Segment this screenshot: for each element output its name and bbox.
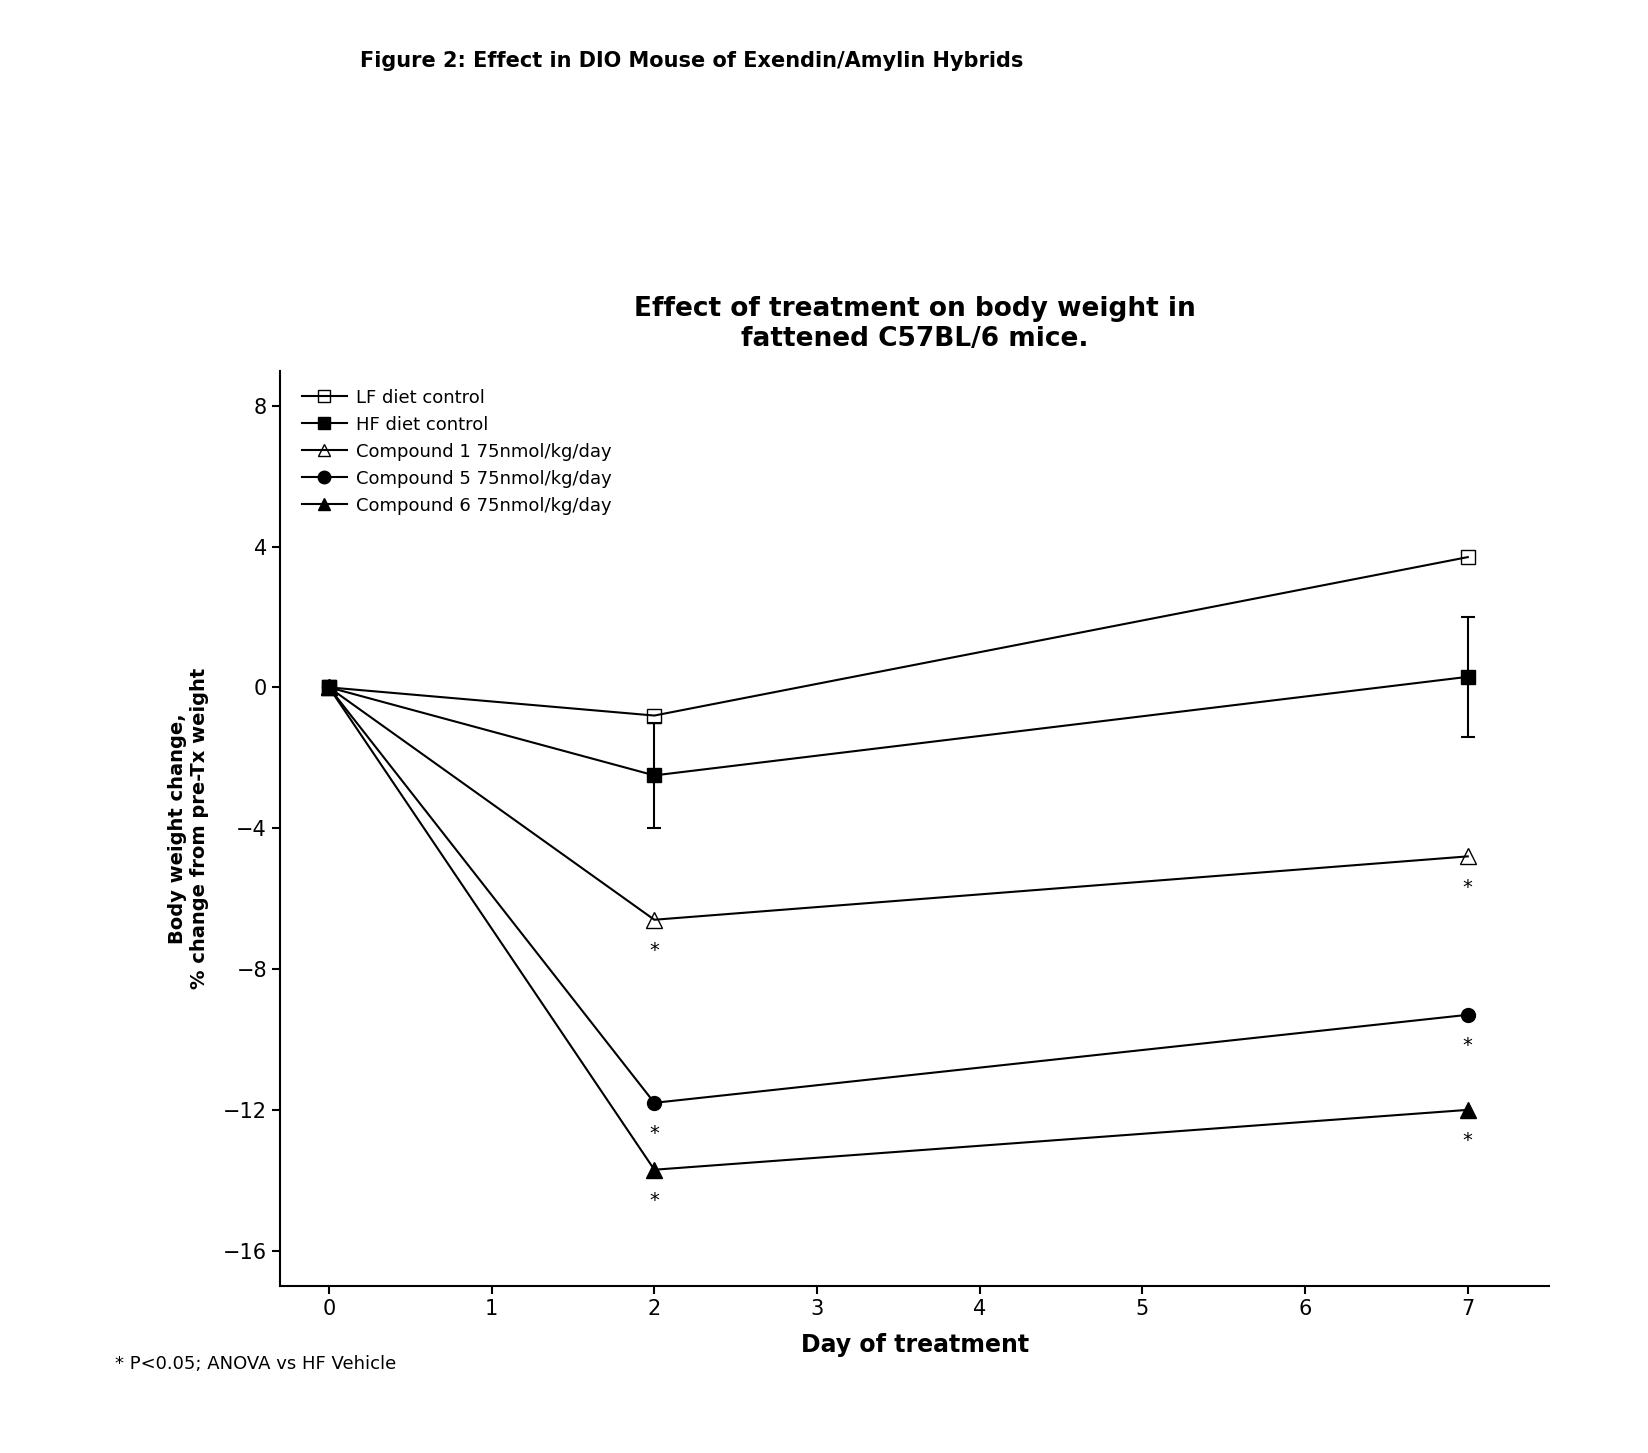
Compound 5 75nmol/kg/day <box>1458 1005 1478 1023</box>
Title: Effect of treatment on body weight in
fattened C57BL/6 mice.: Effect of treatment on body weight in fa… <box>634 295 1195 352</box>
Compound 1 75nmol/kg/day <box>1458 847 1478 865</box>
Compound 1 75nmol/kg/day <box>644 911 664 928</box>
X-axis label: Day of treatment: Day of treatment <box>801 1332 1028 1357</box>
Compound 6 75nmol/kg/day <box>1458 1101 1478 1119</box>
Text: *: * <box>1463 1036 1473 1055</box>
Line: Compound 6 75nmol/kg/day: Compound 6 75nmol/kg/day <box>321 680 1475 1177</box>
Text: *: * <box>1463 878 1473 897</box>
Compound 1 75nmol/kg/day <box>320 679 339 696</box>
Text: Figure 2: Effect in DIO Mouse of Exendin/Amylin Hybrids: Figure 2: Effect in DIO Mouse of Exendin… <box>361 51 1023 71</box>
LF diet control <box>1458 548 1478 565</box>
Y-axis label: Body weight change,
% change from pre-Tx weight: Body weight change, % change from pre-Tx… <box>168 667 209 989</box>
Text: *: * <box>649 942 659 960</box>
LF diet control <box>320 679 339 696</box>
Line: Compound 1 75nmol/kg/day: Compound 1 75nmol/kg/day <box>321 680 1475 927</box>
LF diet control <box>644 706 664 724</box>
Compound 5 75nmol/kg/day <box>644 1094 664 1112</box>
Compound 6 75nmol/kg/day <box>644 1161 664 1178</box>
Line: Compound 5 75nmol/kg/day: Compound 5 75nmol/kg/day <box>321 680 1475 1110</box>
Legend: LF diet control, HF diet control, Compound 1 75nmol/kg/day, Compound 5 75nmol/kg: LF diet control, HF diet control, Compou… <box>302 389 611 514</box>
Compound 6 75nmol/kg/day <box>320 679 339 696</box>
Text: *: * <box>649 1191 659 1210</box>
Text: *: * <box>1463 1130 1473 1149</box>
Compound 5 75nmol/kg/day <box>320 679 339 696</box>
Line: LF diet control: LF diet control <box>321 551 1475 722</box>
Text: * P<0.05; ANOVA vs HF Vehicle: * P<0.05; ANOVA vs HF Vehicle <box>115 1356 397 1373</box>
Text: *: * <box>649 1125 659 1144</box>
